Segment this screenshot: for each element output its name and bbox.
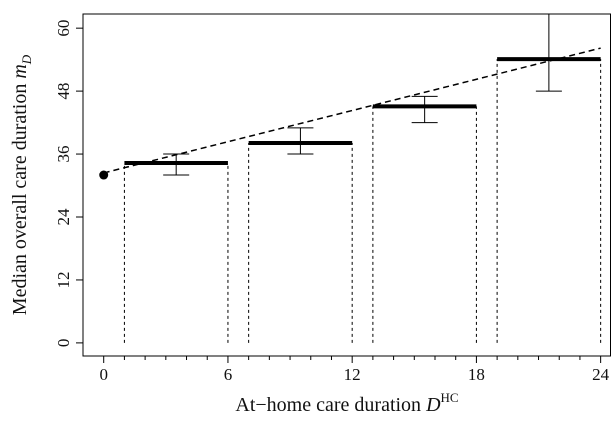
x-tick-label: 12 (344, 365, 361, 384)
x-tick-label: 18 (468, 365, 485, 384)
x-label-symbol: D (425, 394, 441, 416)
point (99, 170, 109, 180)
y-label-subscript: D (19, 54, 34, 65)
y-tick-label: 48 (54, 83, 73, 100)
y-tick-label: 36 (54, 146, 73, 163)
trend-line (103, 47, 601, 174)
x-axis-label: At−home care duration DHC (235, 390, 458, 416)
y-axis-label: Median overall care duration mD (9, 54, 34, 315)
plot-area (99, 14, 602, 343)
y-tick-label: 60 (54, 20, 73, 37)
y-label-symbol: m (9, 64, 31, 78)
y-tick-label: 0 (54, 339, 73, 348)
y-tick-label: 12 (54, 271, 73, 288)
x-label-text: At−home care duration (235, 394, 421, 416)
x-tick-label: 6 (224, 365, 233, 384)
x-label-superscript: HC (441, 390, 459, 405)
x-tick-label: 24 (592, 365, 610, 384)
y-tick-label: 24 (54, 208, 73, 226)
x-tick-label: 0 (99, 365, 108, 384)
y-label-text: Median overall care duration (9, 84, 31, 316)
